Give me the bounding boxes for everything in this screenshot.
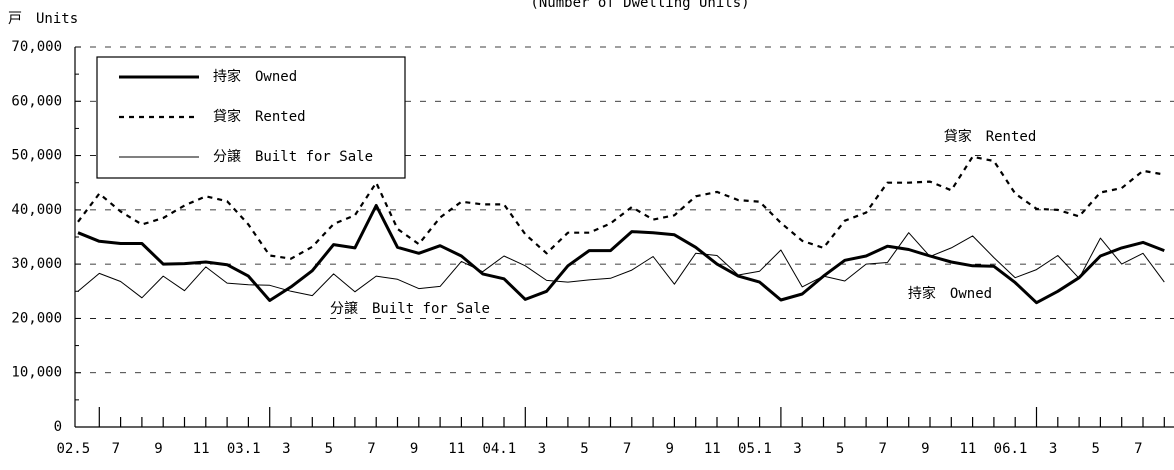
x-tick-label: 11 xyxy=(193,441,210,457)
x-tick-label: 9 xyxy=(921,441,929,457)
y-axis-label: 戸 Units xyxy=(8,11,78,27)
x-tick-label: 04.1 xyxy=(482,441,516,457)
x-tick-label: 7 xyxy=(1134,441,1142,457)
series-line xyxy=(77,204,1165,305)
y-tick-label: 10,000 xyxy=(11,365,62,381)
x-tick-label: 02.5 xyxy=(56,441,90,457)
x-tick-label: 3 xyxy=(282,441,290,457)
x-tick-label: 9 xyxy=(154,441,162,457)
annotation: 分譲 Built for Sale xyxy=(330,301,490,317)
x-tick-label: 7 xyxy=(623,441,631,457)
x-tick-label: 11 xyxy=(959,441,976,457)
x-tick-label: 5 xyxy=(580,441,588,457)
x-tick-label: 9 xyxy=(665,441,673,457)
y-tick-label: 20,000 xyxy=(11,310,62,326)
y-tick-label: 60,000 xyxy=(11,93,62,109)
x-tick-label: 11 xyxy=(704,441,721,457)
x-tick-label: 3 xyxy=(793,441,801,457)
y-tick-label: 40,000 xyxy=(11,202,62,218)
x-tick-label: 3 xyxy=(1049,441,1057,457)
x-tick-label: 03.1 xyxy=(227,441,261,457)
x-tick-label: 5 xyxy=(325,441,333,457)
y-tick-label: 0 xyxy=(54,419,62,435)
annotation: 持家 Owned xyxy=(908,285,992,302)
x-tick-label: 06.1 xyxy=(994,441,1028,457)
y-tick-label: 70,000 xyxy=(11,39,62,55)
x-tick-label: 7 xyxy=(112,441,120,457)
series-line xyxy=(77,155,1165,260)
series-line xyxy=(77,232,1165,299)
legend-label: 持家 Owned xyxy=(213,68,297,85)
x-tick-label: 5 xyxy=(1091,441,1099,457)
legend-label: 分譲 Built for Sale xyxy=(213,149,373,165)
y-tick-label: 30,000 xyxy=(11,256,62,272)
x-tick-label: 11 xyxy=(448,441,465,457)
y-tick-label: 50,000 xyxy=(11,148,62,164)
x-tick-label: 5 xyxy=(836,441,844,457)
annotation: 貸家 Rented xyxy=(944,128,1037,145)
legend-label: 貸家 Rented xyxy=(213,108,306,125)
x-tick-label: 7 xyxy=(367,441,375,457)
x-tick-label: 05.1 xyxy=(738,441,772,457)
chart-title: (Number of Dwelling Units) xyxy=(530,0,749,11)
x-tick-label: 9 xyxy=(410,441,418,457)
x-tick-label: 3 xyxy=(538,441,546,457)
x-tick-label: 7 xyxy=(878,441,886,457)
